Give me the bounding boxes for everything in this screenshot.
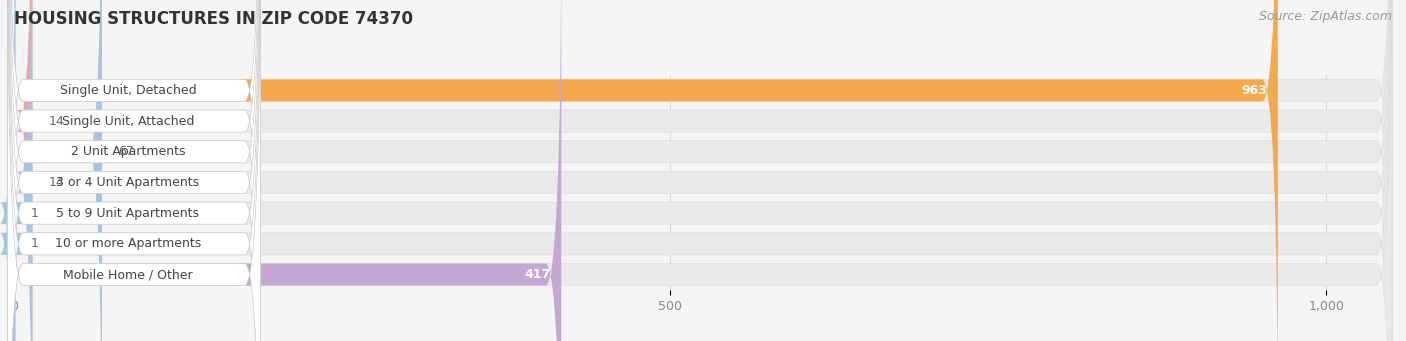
- FancyBboxPatch shape: [7, 0, 561, 341]
- FancyBboxPatch shape: [7, 0, 260, 341]
- FancyBboxPatch shape: [7, 0, 32, 341]
- FancyBboxPatch shape: [7, 0, 32, 341]
- Text: 1: 1: [31, 237, 39, 250]
- Text: 67: 67: [118, 145, 134, 158]
- FancyBboxPatch shape: [0, 0, 24, 341]
- Text: 963: 963: [1241, 84, 1267, 97]
- FancyBboxPatch shape: [0, 0, 24, 341]
- FancyBboxPatch shape: [7, 0, 103, 341]
- FancyBboxPatch shape: [7, 0, 260, 341]
- Text: Source: ZipAtlas.com: Source: ZipAtlas.com: [1258, 10, 1392, 23]
- Text: 1: 1: [31, 207, 39, 220]
- FancyBboxPatch shape: [7, 0, 1392, 341]
- Text: HOUSING STRUCTURES IN ZIP CODE 74370: HOUSING STRUCTURES IN ZIP CODE 74370: [14, 10, 413, 28]
- FancyBboxPatch shape: [7, 0, 1392, 341]
- Text: Single Unit, Detached: Single Unit, Detached: [59, 84, 197, 97]
- FancyBboxPatch shape: [7, 0, 1392, 341]
- Text: Mobile Home / Other: Mobile Home / Other: [63, 268, 193, 281]
- FancyBboxPatch shape: [7, 0, 260, 341]
- Text: Single Unit, Attached: Single Unit, Attached: [62, 115, 194, 128]
- FancyBboxPatch shape: [7, 0, 260, 341]
- FancyBboxPatch shape: [7, 0, 1392, 341]
- FancyBboxPatch shape: [7, 0, 1392, 341]
- Text: 5 to 9 Unit Apartments: 5 to 9 Unit Apartments: [56, 207, 200, 220]
- Text: 10 or more Apartments: 10 or more Apartments: [55, 237, 201, 250]
- FancyBboxPatch shape: [7, 0, 260, 341]
- Text: 417: 417: [524, 268, 551, 281]
- FancyBboxPatch shape: [7, 0, 1392, 341]
- FancyBboxPatch shape: [7, 0, 1392, 341]
- FancyBboxPatch shape: [7, 0, 1278, 341]
- Text: 14: 14: [48, 115, 63, 128]
- Text: 14: 14: [48, 176, 63, 189]
- Text: 2 Unit Apartments: 2 Unit Apartments: [70, 145, 186, 158]
- FancyBboxPatch shape: [7, 0, 260, 341]
- Text: 3 or 4 Unit Apartments: 3 or 4 Unit Apartments: [56, 176, 200, 189]
- FancyBboxPatch shape: [7, 0, 260, 341]
